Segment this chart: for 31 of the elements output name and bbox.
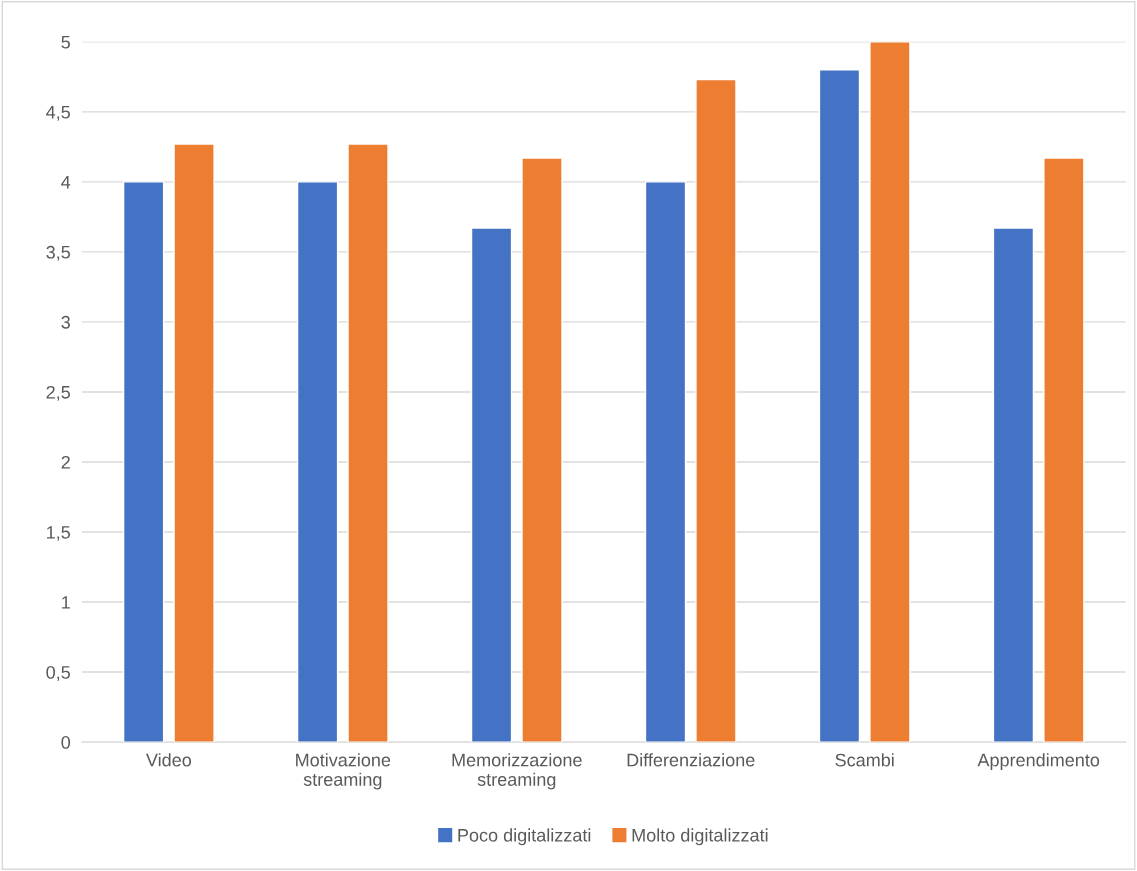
- y-tick-label: 1,5: [47, 526, 70, 541]
- y-tick-label: 0,5: [46, 666, 70, 681]
- bar: [818, 69, 861, 743]
- y-tick-label: 4: [61, 175, 71, 189]
- x-tick-label: Scambi: [835, 753, 894, 767]
- x-tick-label: Apprendimento: [977, 753, 1100, 771]
- y-tick-label: 2,5: [46, 385, 70, 401]
- legend-label: Poco digitalizzati: [458, 828, 591, 846]
- bar: [296, 181, 339, 743]
- bar: [173, 143, 215, 743]
- bar: [992, 227, 1035, 743]
- y-tick-label: 2: [61, 455, 70, 469]
- legend-label: Molto digitalizzati: [632, 828, 768, 846]
- bar: [347, 143, 389, 743]
- bar: [1043, 157, 1085, 743]
- y-tick-label: 1: [62, 596, 70, 609]
- x-tick-label: Memorizzazione streaming: [452, 753, 582, 790]
- bar: [470, 227, 513, 743]
- y-tick-label: 5: [61, 35, 70, 49]
- bar: [695, 78, 737, 743]
- bar: [869, 41, 911, 743]
- x-tick-label: Video: [145, 753, 192, 767]
- bar: [644, 181, 687, 743]
- y-tick-label: 3,5: [46, 245, 70, 261]
- y-tick-label: 0: [61, 736, 71, 749]
- x-tick-label: Motivazione streaming: [296, 753, 391, 790]
- y-tick-label: 4,5: [46, 105, 70, 121]
- bar: [521, 157, 563, 743]
- bar: [122, 181, 165, 743]
- x-tick-label: Differenziazione: [627, 753, 755, 767]
- y-tick-label: 3: [61, 315, 70, 329]
